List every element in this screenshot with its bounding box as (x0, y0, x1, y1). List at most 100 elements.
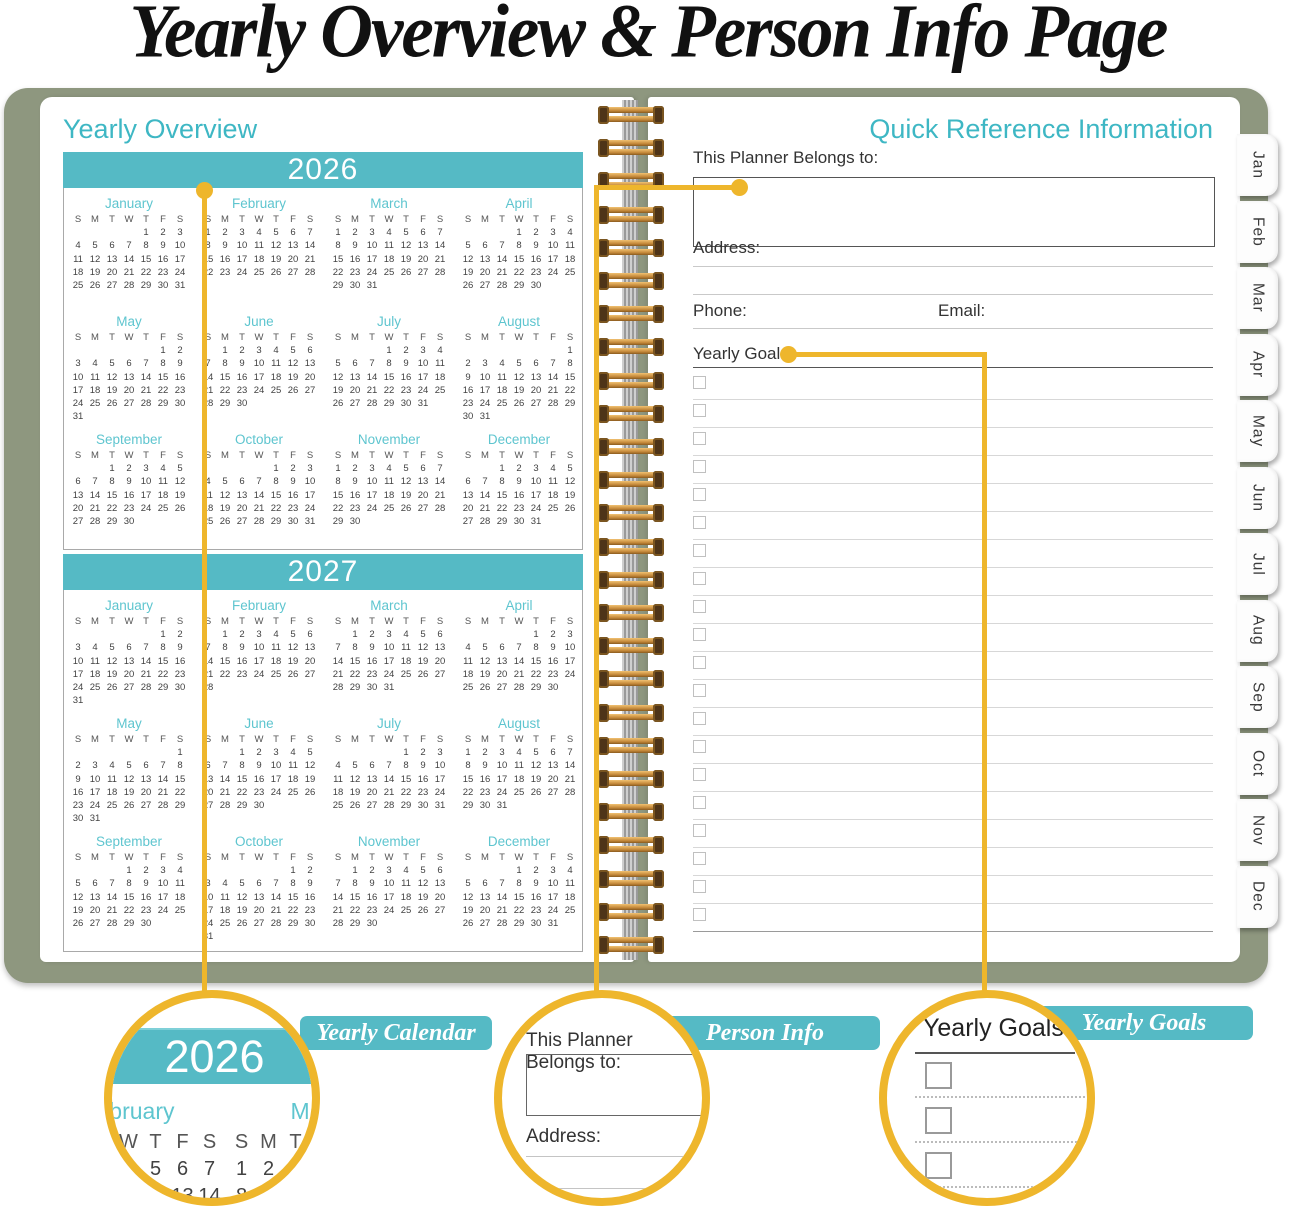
calendar-day: 19 (89, 266, 101, 278)
month-name: November (357, 432, 421, 447)
calendar-day: 8 (386, 358, 392, 370)
tab-label: Apr (1249, 350, 1267, 379)
coil-clamp (653, 106, 664, 124)
calendar-day: 15 (106, 489, 118, 501)
calendar-day: 6 (352, 358, 358, 370)
calendar-day: 2 (533, 865, 539, 877)
calendar-day: 28 (564, 786, 576, 798)
weekday-header: S (204, 332, 212, 343)
coil-clamp (598, 902, 609, 921)
calendar-day: 23 (479, 786, 491, 798)
weekday-header: F (290, 214, 296, 225)
calendar-day: 7 (273, 878, 279, 890)
goal-row (693, 707, 1213, 736)
calendar-day: 22 (530, 668, 542, 680)
mini-calendar-august: August S M T W T F S 1 2 3 4 5 6 7 8 9 10 11 12 13 14 15 16 17 18… (454, 711, 584, 829)
calendar-day: 27 (106, 280, 118, 292)
month-grid: SMTWTFS123456789101112131415161718192021… (228, 1129, 312, 1198)
blank-day (217, 864, 234, 877)
calendar-day: 21 (496, 266, 508, 278)
blank-day (268, 864, 285, 877)
calendar-day: 15 (174, 773, 186, 785)
calendar-day: 6 (499, 642, 505, 654)
calendar-day: 20 (89, 904, 101, 916)
calendar-day: 10 (202, 891, 214, 903)
calendar-day: 17 (479, 384, 491, 396)
coil-wire (602, 671, 660, 678)
blank-day (494, 864, 511, 877)
calendar-day: 25 (547, 502, 559, 514)
calendar-day: 10 (547, 878, 559, 890)
calendar-day: 14 (270, 891, 282, 903)
calendar-day: 4 (550, 463, 556, 475)
coil-clamp (653, 438, 664, 456)
calendar-day: 13 (462, 489, 474, 501)
calendar-day: 17 (547, 891, 559, 903)
calendar-day: 15 (400, 773, 412, 785)
calendar-day: 14 (434, 240, 446, 252)
spiral-coil (598, 504, 664, 523)
calendar-day: 23 (140, 904, 152, 916)
weekday-header: S (334, 450, 342, 461)
coil-wire (602, 879, 660, 886)
weekday-header: T (533, 852, 539, 863)
calendar-day: 7 (203, 1158, 216, 1180)
calendar-day: 3 (307, 463, 313, 475)
calendar-day: 26 (304, 786, 316, 798)
calendar-day: 20 (462, 502, 474, 514)
goal-checkbox (693, 712, 706, 725)
calendar-day: 4 (122, 1158, 135, 1180)
calendar-day: 26 (89, 280, 101, 292)
calendar-day: 12 (462, 253, 474, 265)
calendar-day: 28 (496, 918, 508, 930)
calendar-day: 26 (400, 502, 412, 514)
calendar-day: 3 (386, 865, 392, 877)
coil-clamp (653, 238, 664, 257)
calendar-day: 2 (126, 463, 132, 475)
calendar-day: 19 (270, 253, 282, 265)
goal-row (693, 427, 1213, 456)
year-calendar-blocks: 2026 January S M T W T F S 1 2 3 4 5 6 7 8 9 10 11 12 13 14 15 1… (63, 152, 583, 952)
calendar-day: 12 (400, 240, 412, 252)
blank-day (477, 864, 494, 877)
calendar-day: 29 (332, 516, 344, 528)
calendar-day: 1 (465, 747, 471, 759)
calendar-day: 28 (157, 800, 169, 812)
calendar-day: 16 (157, 253, 169, 265)
calendar-day: 30 (366, 682, 378, 694)
calendar-day: 9 (352, 240, 358, 252)
calendar-day: 18 (106, 786, 118, 798)
calendar-day: 9 (369, 878, 375, 890)
goal-checkbox (693, 628, 706, 641)
calendar-day: 11 (497, 371, 507, 383)
goal-row (693, 679, 1213, 708)
calendar-day: 2 (482, 747, 488, 759)
weekday-header: T (109, 734, 115, 745)
calendar-day: 7 (369, 358, 375, 370)
month-grid: SMTWTFS123456789101112131415161718192021… (112, 1129, 223, 1198)
calendar-day: 9 (352, 476, 358, 488)
calendar-day: 8 (205, 240, 211, 252)
coil-clamp (598, 504, 609, 523)
calendar-day: 22 (400, 786, 412, 798)
calendar-day: 19 (479, 668, 491, 680)
calendar-day: 18 (400, 655, 412, 667)
calendar-day: 30 (530, 280, 542, 292)
calendar-day: 30 (400, 398, 412, 410)
goal-checkbox (693, 684, 706, 697)
weekday-header: T (369, 734, 375, 745)
phone-email-line (693, 328, 1213, 329)
month-name: June (244, 314, 274, 329)
coil-clamp (598, 238, 609, 257)
month-name: April (505, 598, 533, 613)
calendar-day: 14 (332, 655, 344, 667)
calendar-day: 25 (462, 682, 474, 694)
spiral-coil (598, 637, 664, 656)
goal-row (693, 875, 1213, 904)
calendar-day: 9 (420, 760, 426, 772)
spiral-coil (598, 736, 664, 755)
goal-checkbox (693, 656, 706, 669)
weekday-header: S (436, 450, 444, 461)
calendar-day: 12 (400, 476, 412, 488)
weekday-header: M (221, 214, 229, 225)
